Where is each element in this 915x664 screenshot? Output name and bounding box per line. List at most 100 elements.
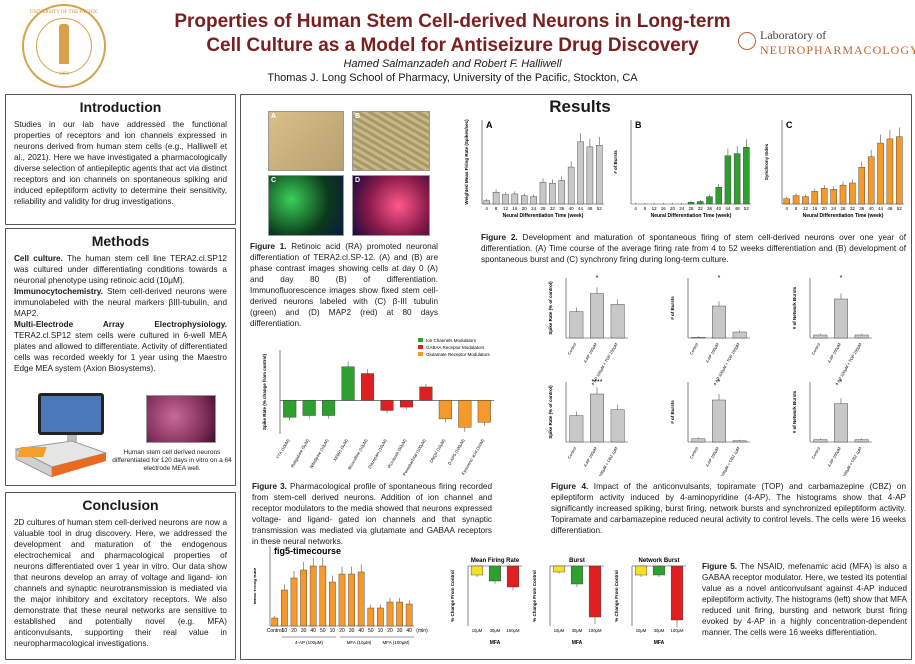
- section-heading: Conclusion: [82, 497, 159, 513]
- bar: [811, 191, 819, 205]
- bar: [792, 195, 800, 205]
- y-axis-label: # of Bursts: [670, 296, 675, 320]
- bar: [634, 565, 648, 576]
- bar: [596, 145, 603, 205]
- fig1-panel-b: B: [352, 111, 430, 171]
- tick-label: 40: [310, 628, 316, 634]
- bar: [783, 198, 790, 205]
- tick-label: 16: [812, 206, 818, 211]
- tick-label: 36: [859, 206, 865, 211]
- tick-label: 28: [688, 206, 694, 211]
- significance-marker: ****: [592, 379, 603, 386]
- tick-label: 10: [330, 628, 336, 634]
- group-label: 4-AP (100μM): [295, 640, 324, 645]
- fig5-mfa-charts: 10μM 30μM 100μM % Change From Control MFA Mea…: [450, 558, 686, 646]
- bar: [552, 565, 566, 573]
- bar: [854, 334, 869, 339]
- bar: [849, 182, 856, 205]
- significance-marker: *: [718, 379, 721, 386]
- bar: [386, 601, 394, 627]
- tick-label: 24: [679, 206, 685, 211]
- bar: [732, 440, 747, 443]
- tick-label: Control: [688, 342, 699, 356]
- bar: [830, 189, 837, 205]
- y-axis-label: # of Network Bursts: [792, 286, 797, 329]
- bar: [458, 400, 472, 428]
- x-axis-label: Neural Differentiation Time (week): [503, 213, 584, 219]
- tick-label: 100μM: [507, 628, 520, 633]
- bar: [802, 196, 809, 205]
- bar: [319, 565, 327, 627]
- bar: [322, 400, 336, 416]
- bar: [839, 184, 847, 205]
- fig4-caption: Figure 4. Impact of the anticonvulsants,…: [551, 482, 906, 535]
- bar: [520, 195, 528, 205]
- significance-marker: *: [840, 275, 843, 282]
- bar: [502, 194, 509, 205]
- mea-well-image: [146, 395, 216, 443]
- fig1-panel-a: A: [268, 111, 344, 171]
- bar: [377, 607, 384, 627]
- bar: [687, 202, 695, 205]
- tick-label: 20: [387, 628, 393, 634]
- bar: [813, 439, 828, 443]
- tick-label: 20: [822, 206, 828, 211]
- bar: [712, 305, 726, 339]
- x-axis-label: Neural Differentiation Time (week): [651, 213, 732, 219]
- tick-label: 28: [840, 206, 846, 211]
- bar: [492, 192, 500, 205]
- y-axis-label: % Change From Control: [614, 570, 619, 622]
- bar: [300, 569, 307, 627]
- bar: [858, 167, 866, 205]
- tick-label: 20: [291, 628, 297, 634]
- tick-label: 48: [887, 206, 893, 211]
- tick-label: Picrotoxin (50μM): [387, 437, 408, 469]
- panel-label: C: [786, 120, 793, 130]
- tick-label: 52: [744, 206, 750, 211]
- y-axis-label: # of Bursts: [613, 150, 618, 174]
- tick-label: 4: [785, 206, 788, 211]
- tick-label: 44: [578, 206, 584, 211]
- bar: [588, 565, 602, 618]
- tick-label: 12: [503, 206, 509, 211]
- tick-label: 4-AP 100μM: [704, 446, 719, 468]
- significance-marker: *: [718, 275, 721, 282]
- tick-label: 20: [339, 628, 345, 634]
- bar: [396, 601, 403, 627]
- tick-label: 52: [897, 206, 903, 211]
- y-axis-label: Weighted Mean Firing Rate (Spikes/sec): [464, 119, 469, 205]
- tick-label: 40: [716, 206, 722, 211]
- tick-label: 40: [358, 628, 364, 634]
- tick-label: 44: [878, 206, 884, 211]
- tick-label: Control: [688, 446, 699, 460]
- bar: [399, 400, 413, 408]
- tick-label: 36: [707, 206, 713, 211]
- bar: [715, 186, 722, 205]
- tick-label: 36: [559, 206, 565, 211]
- tick-label: 24: [531, 206, 537, 211]
- tick-label: 4-AP 100μM: [826, 342, 841, 364]
- bar: [419, 386, 433, 401]
- tick-label: 30μM: [654, 628, 665, 633]
- bar: [405, 603, 413, 627]
- bar: [470, 565, 484, 576]
- bar: [691, 336, 706, 339]
- tick-label: 10μM: [472, 628, 483, 633]
- introduction-section: Introduction Studies in our lab have add…: [5, 94, 236, 225]
- section-heading: Introduction: [79, 99, 162, 115]
- chart-title: Burst: [569, 558, 585, 564]
- panel-label: A: [486, 120, 493, 130]
- tick-label: Control: [566, 446, 577, 460]
- bar: [539, 181, 547, 205]
- bar: [558, 180, 566, 205]
- bar: [283, 400, 297, 418]
- bar: [706, 196, 713, 205]
- bar: [590, 393, 604, 443]
- unit-label: (min): [416, 628, 428, 634]
- methods-section: Methods Cell culture. The human stem cel…: [5, 228, 236, 486]
- tick-label: 28: [540, 206, 546, 211]
- tick-label: 20: [522, 206, 528, 211]
- bar: [610, 304, 625, 339]
